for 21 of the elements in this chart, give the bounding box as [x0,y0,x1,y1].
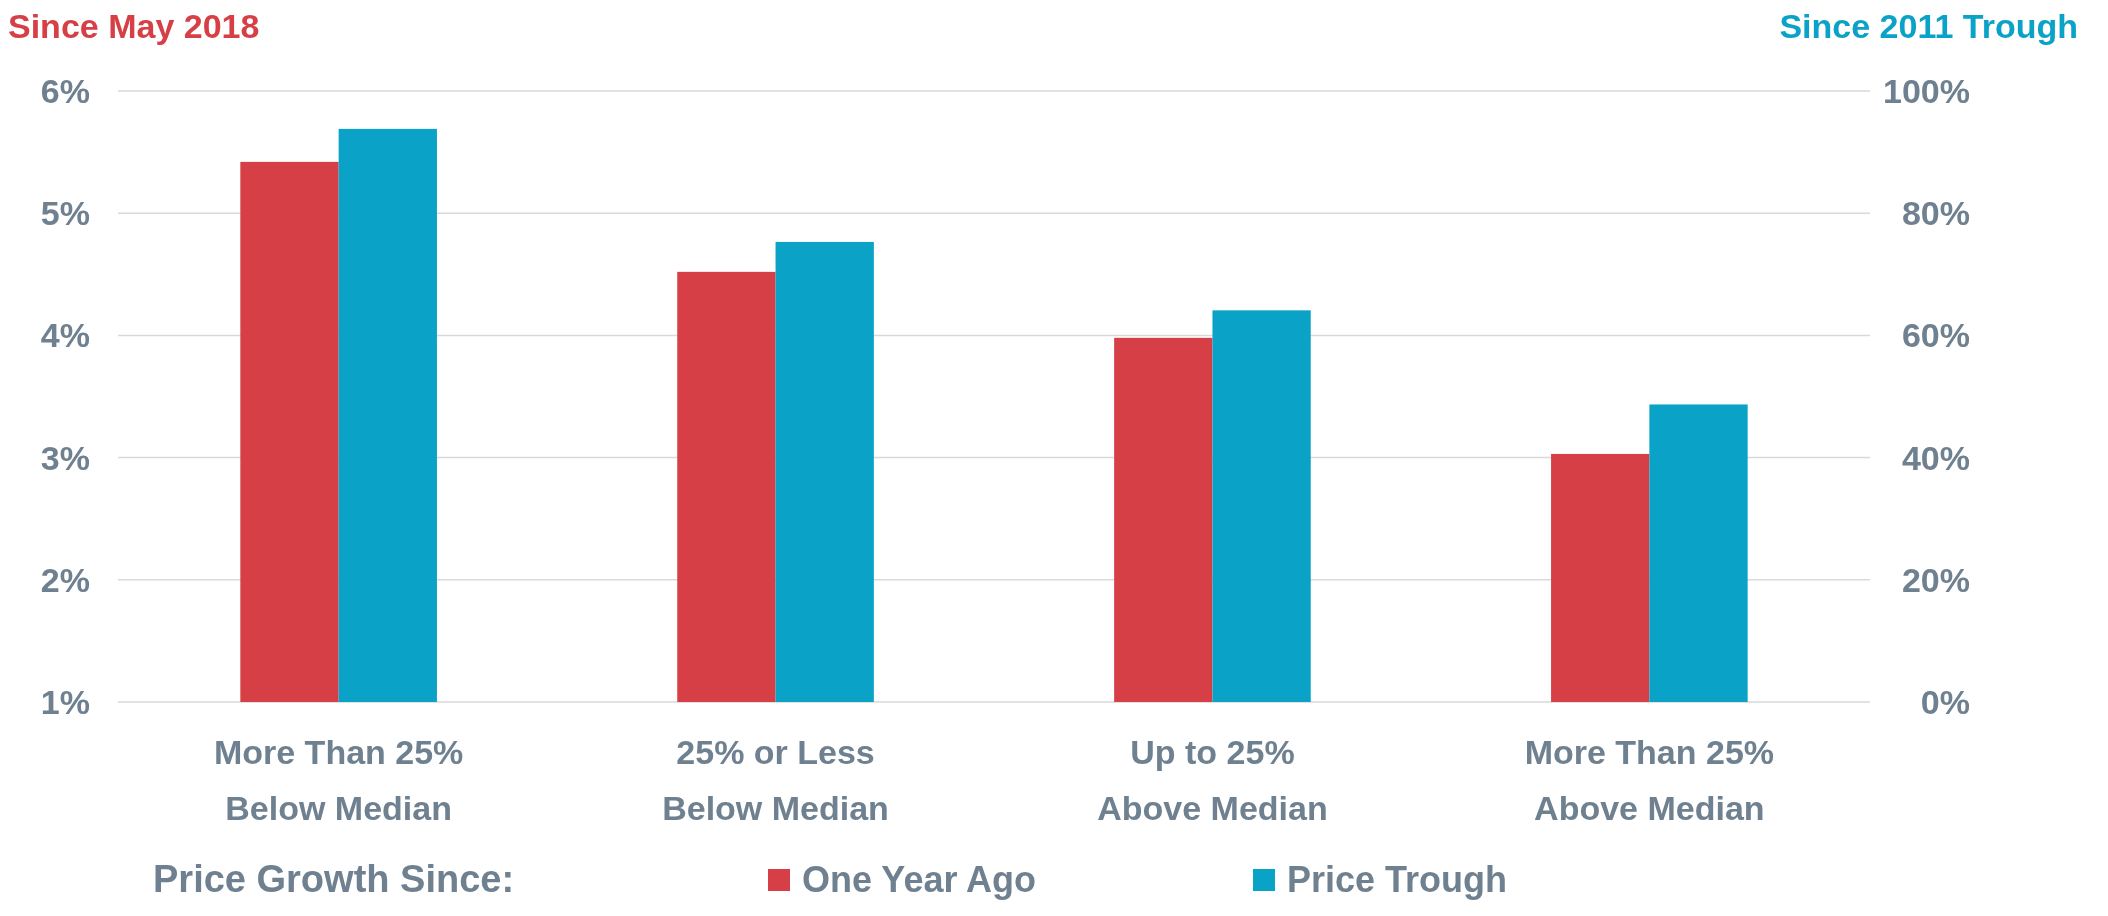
y-axis-title: Since May 2018 [8,7,260,45]
y2-axis-title: Since 2011 Trough [1779,7,2078,45]
y2-tick-label: 20% [1901,560,1970,599]
x-tick-label: More Than 25% Above Median [1524,733,1775,827]
x-tick-label: 25% or Less Below Median [662,733,889,827]
y-tick-label: 1% [40,682,90,721]
y-tick-label: 5% [40,194,90,233]
y2-tick-label: 60% [1901,316,1970,355]
legend-label: Price Trough [1287,859,1508,900]
y-tick-label: 3% [40,438,90,477]
y-tick-label: 6% [40,71,90,110]
y2-tick-label: 40% [1901,438,1970,477]
y2-tick-label: 0% [1920,682,1970,721]
y2-tick-label: 100% [1883,71,1970,110]
y-tick-label: 2% [40,560,90,599]
legend-title: Price Growth Since: [153,858,515,900]
y-tick-label: 4% [40,316,90,355]
y2-tick-label: 80% [1901,194,1970,233]
legend-label: One Year Ago [802,859,1037,900]
x-tick-label: Up to 25% Above Median [1097,733,1328,827]
x-tick-label: More Than 25% Below Median [213,733,464,827]
